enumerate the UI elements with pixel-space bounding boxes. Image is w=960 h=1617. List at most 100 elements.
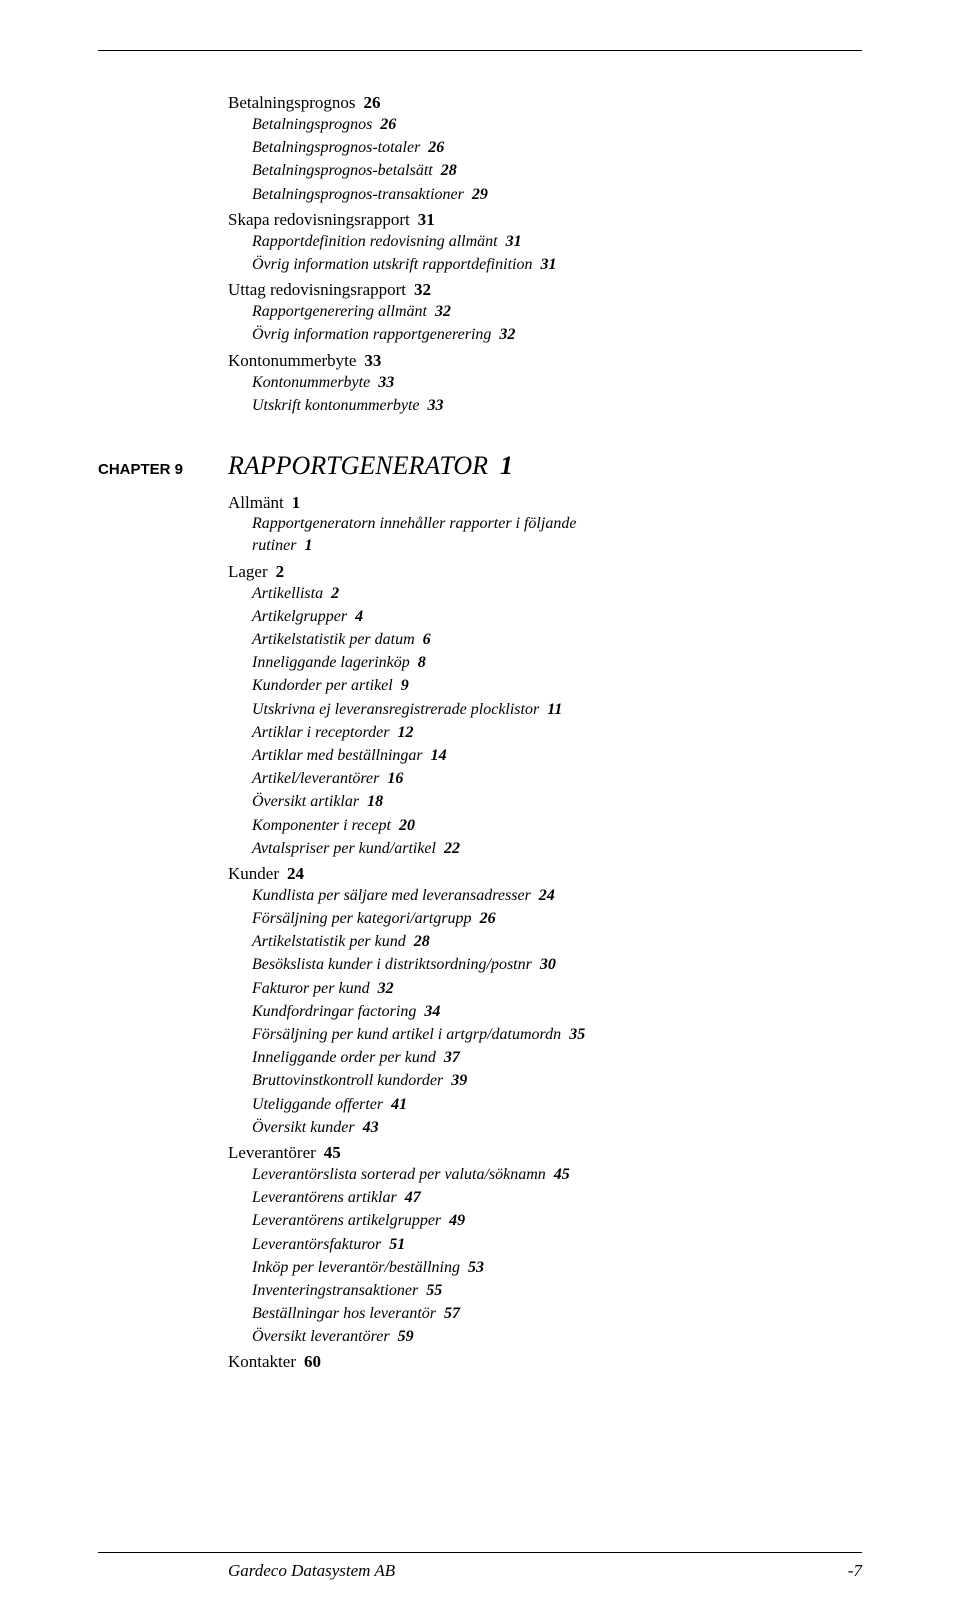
toc-section: Skapa redovisningsrapport31 <box>228 210 862 230</box>
toc-subsection-page: 2 <box>331 585 339 602</box>
toc-subsection-page: 47 <box>405 1189 421 1206</box>
toc-subsection: Översikt kunder 43 <box>252 1116 862 1139</box>
page-content: Betalningsprognos26Betalningsprognos26Be… <box>0 0 960 1372</box>
chapter-title-page: 1 <box>500 451 513 480</box>
toc-subsection: Artikel/leverantörer16 <box>252 767 862 790</box>
chapter-label: CHAPTER 9 <box>98 461 228 478</box>
toc-section-page: 45 <box>324 1143 341 1162</box>
toc-subsection-text: Artikelstatistik per kund <box>252 933 406 950</box>
toc-subsection-page: 22 <box>444 840 460 857</box>
toc-subsection-text: Bruttovinstkontroll kundorder <box>252 1072 443 1089</box>
toc-subsection: Artikelgrupper4 <box>252 605 862 628</box>
toc-section-page: 2 <box>276 562 285 581</box>
toc-subsection: Inneliggande lagerinköp8 <box>252 651 862 674</box>
toc-subsection-page: 33 <box>428 397 444 414</box>
toc-subsection-page: 55 <box>426 1282 442 1299</box>
toc-subsection-page: 57 <box>444 1305 460 1322</box>
toc-subsection: Rapportgenerering allmänt32 <box>252 300 862 323</box>
toc-subsection-page: 49 <box>449 1212 465 1229</box>
toc-section-text: Betalningsprognos <box>228 93 356 112</box>
toc-subsection: Försäljning per kategori/artgrupp26 <box>252 907 862 930</box>
toc-section: Leverantörer 45 <box>228 1143 862 1163</box>
toc-subsection: Inneliggande order per kund37 <box>252 1046 862 1069</box>
toc-subsection-page: 4 <box>355 608 363 625</box>
toc-subsection-page: 1 <box>304 537 312 554</box>
toc-subsection-page: 35 <box>569 1026 585 1043</box>
toc-subsection-page: 29 <box>472 186 488 203</box>
toc-subsection-page: 30 <box>540 956 556 973</box>
footer-page-number: -7 <box>848 1561 862 1581</box>
toc-section: Kontonummerbyte33 <box>228 351 862 371</box>
toc-section: Uttag redovisningsrapport32 <box>228 280 862 300</box>
top-rule <box>98 50 862 51</box>
toc-subsection: Beställningar hos leverantör 57 <box>252 1302 862 1325</box>
toc-section-text: Allmänt <box>228 493 284 512</box>
toc-subsection: Bruttovinstkontroll kundorder 39 <box>252 1069 862 1092</box>
toc-section-page: 24 <box>287 864 304 883</box>
toc-subsection: Försäljning per kund artikel i artgrp/da… <box>252 1023 862 1046</box>
toc-section: Lager2 <box>228 562 862 582</box>
toc-section-page: 1 <box>292 493 301 512</box>
toc-block-b: Allmänt1Rapportgeneratorn innehåller rap… <box>228 493 862 1373</box>
toc-subsection-text: Översikt kunder <box>252 1119 355 1136</box>
footer-company: Gardeco Datasystem AB <box>228 1561 395 1581</box>
toc-subsection-text: Försäljning per kategori/artgrupp <box>252 910 472 927</box>
toc-section: Kontakter60 <box>228 1352 862 1372</box>
toc-subsection: Avtalspriser per kund/artikel22 <box>252 837 862 860</box>
toc-subsection-text: Övrig information rapportgenerering <box>252 326 491 343</box>
toc-subsection-text: Inneliggande lagerinköp <box>252 654 410 671</box>
toc-subsection: Komponenter i recept 20 <box>252 814 862 837</box>
toc-subsection-page: 20 <box>399 817 415 834</box>
toc-subsection-page: 41 <box>391 1096 407 1113</box>
toc-section-text: Kontonummerbyte <box>228 351 356 370</box>
toc-subsection-text: Artikel/leverantörer <box>252 770 379 787</box>
toc-subsection-text: Leverantörens artiklar <box>252 1189 397 1206</box>
chapter-row: CHAPTER 9 RAPPORTGENERATOR 1 <box>98 451 862 481</box>
toc-section: Allmänt 1 <box>228 493 862 513</box>
toc-subsection-text: Utskrivna ej leveransregistrerade plockl… <box>252 701 539 718</box>
toc-section-text: Leverantörer <box>228 1143 316 1162</box>
toc-subsection: Betalningsprognos-totaler26 <box>252 136 862 159</box>
toc-subsection-page: 9 <box>401 677 409 694</box>
toc-subsection: Översikt artiklar18 <box>252 790 862 813</box>
toc-subsection-page: 12 <box>397 724 413 741</box>
toc-subsection: Övrig information rapportgenerering32 <box>252 323 862 346</box>
toc-subsection: Leverantörsfakturor51 <box>252 1233 862 1256</box>
toc-subsection-page: 6 <box>423 631 431 648</box>
toc-subsection-text: Komponenter i recept <box>252 817 391 834</box>
toc-subsection: Kontonummerbyte33 <box>252 371 862 394</box>
toc-subsection-text: Kundlista per säljare med leveransadress… <box>252 887 531 904</box>
toc-subsection-text: Rapportgeneratorn innehåller rapporter i… <box>252 515 576 554</box>
toc-subsection-page: 43 <box>363 1119 379 1136</box>
toc-section-text: Kunder <box>228 864 279 883</box>
toc-subsection-page: 24 <box>539 887 555 904</box>
toc-subsection-page: 59 <box>398 1328 414 1345</box>
toc-subsection-text: Fakturor per kund <box>252 980 370 997</box>
toc-subsection-text: Kundorder per artikel <box>252 677 393 694</box>
toc-subsection-text: Översikt artiklar <box>252 793 359 810</box>
toc-subsection-page: 51 <box>389 1236 405 1253</box>
footer-line: Gardeco Datasystem AB -7 <box>98 1561 862 1581</box>
toc-subsection: Kundlista per säljare med leveransadress… <box>252 884 862 907</box>
toc-subsection-page: 31 <box>506 233 522 250</box>
toc-subsection-page: 11 <box>547 701 562 718</box>
toc-subsection-text: Beställningar hos leverantör <box>252 1305 436 1322</box>
toc-subsection: Betalningsprognos-transaktioner29 <box>252 183 862 206</box>
toc-subsection-page: 39 <box>451 1072 467 1089</box>
toc-subsection: Besökslista kunder i distriktsordning/po… <box>252 953 862 976</box>
footer-rule <box>98 1552 862 1553</box>
toc-subsection: Utskrivna ej leveransregistrerade plockl… <box>252 698 862 721</box>
toc-subsection-page: 31 <box>540 256 556 273</box>
toc-subsection-text: Artiklar i receptorder <box>252 724 389 741</box>
toc-subsection: Artiklar i receptorder 12 <box>252 721 862 744</box>
toc-subsection-text: Betalningsprognos-betalsätt <box>252 162 433 179</box>
toc-section: Kunder 24 <box>228 864 862 884</box>
toc-subsection: Kundorder per artikel 9 <box>252 674 862 697</box>
toc-subsection-text: Artikellista <box>252 585 323 602</box>
toc-subsection-text: Översikt leverantörer <box>252 1328 390 1345</box>
toc-section-page: 31 <box>418 210 435 229</box>
toc-subsection-text: Inventeringstransaktioner <box>252 1282 418 1299</box>
toc-subsection: Översikt leverantörer 59 <box>252 1325 862 1348</box>
toc-subsection-page: 26 <box>428 139 444 156</box>
chapter-title-text: RAPPORTGENERATOR <box>228 451 488 480</box>
